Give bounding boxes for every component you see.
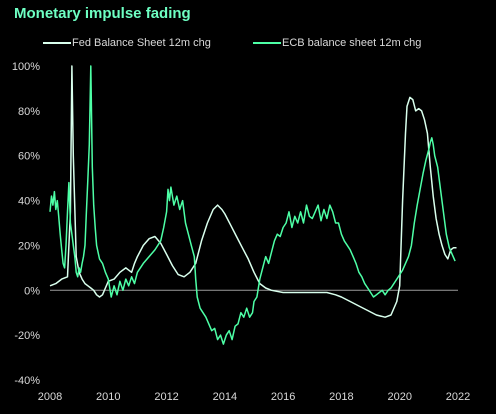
y-tick-label: 0%: [24, 285, 40, 297]
y-tick-label: 40%: [18, 196, 40, 208]
y-tick-label: -40%: [14, 375, 40, 387]
legend-swatch-ecb: [253, 42, 281, 45]
legend-swatch-fed: [43, 42, 71, 45]
x-tick-label: 2020: [387, 391, 411, 403]
y-tick-label: 60%: [18, 151, 40, 163]
x-tick-label: 2022: [446, 391, 470, 403]
chart-title: Monetary impulse fading: [14, 5, 191, 22]
y-tick-label: -20%: [14, 330, 40, 342]
legend-label-fed: Fed Balance Sheet 12m chg: [72, 37, 211, 49]
x-tick-label: 2010: [96, 391, 120, 403]
y-tick-label: 100%: [12, 61, 40, 73]
legend-item-fed: Fed Balance Sheet 12m chg: [43, 37, 211, 49]
series-line-ecb: [49, 65, 456, 345]
x-tick-label: 2016: [271, 391, 295, 403]
x-tick-label: 2012: [154, 391, 178, 403]
legend-label-ecb: ECB balance sheet 12m chg: [282, 37, 422, 49]
y-tick-label: 20%: [18, 240, 40, 252]
series-line-fed: [49, 65, 457, 318]
x-tick-label: 2018: [329, 391, 353, 403]
x-tick-label: 2008: [38, 391, 62, 403]
x-tick-label: 2014: [213, 391, 237, 403]
y-tick-label: 80%: [18, 106, 40, 118]
legend-item-ecb: ECB balance sheet 12m chg: [253, 37, 421, 49]
